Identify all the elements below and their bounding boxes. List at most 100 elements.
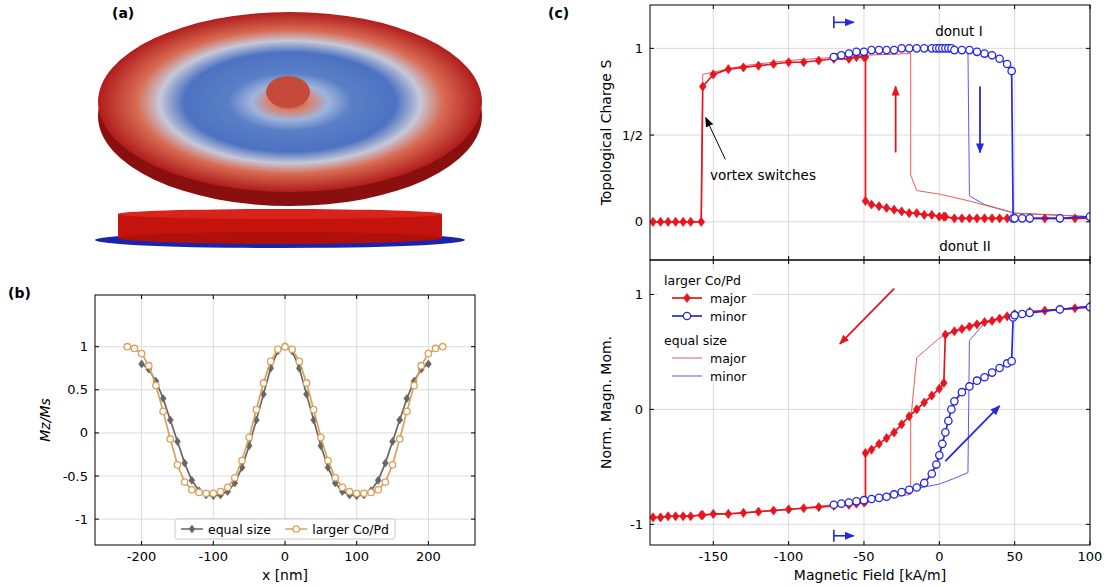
tick	[95, 519, 99, 520]
marker	[167, 416, 173, 424]
tick-label: 200	[416, 549, 441, 564]
legend-line	[672, 376, 702, 377]
marker	[167, 436, 173, 442]
marker	[958, 46, 965, 53]
tick	[650, 294, 654, 295]
marker	[951, 327, 958, 336]
disk-top	[118, 209, 442, 219]
marker	[189, 476, 195, 484]
marker	[382, 479, 388, 485]
plot-data	[124, 343, 446, 500]
marker	[275, 346, 281, 352]
tick-label: 0	[935, 549, 943, 564]
marker	[800, 58, 807, 67]
tick-label: -200	[127, 549, 157, 564]
marker	[296, 358, 302, 364]
tick	[356, 295, 357, 299]
page: {"illustration":{"label":"(a)"}, "chart_…	[0, 0, 1111, 587]
tick	[863, 260, 864, 264]
marker	[860, 497, 867, 504]
marker	[940, 378, 947, 387]
marker	[740, 508, 747, 517]
marker	[973, 48, 980, 55]
marker	[332, 475, 338, 481]
marker	[966, 46, 973, 53]
marker	[404, 408, 410, 414]
marker	[905, 486, 912, 493]
marker	[153, 382, 159, 388]
axis-title: Topological Charge S	[598, 60, 614, 207]
marker	[1011, 214, 1018, 223]
marker	[217, 488, 223, 494]
tick	[650, 524, 654, 525]
ring-top	[98, 12, 482, 192]
tick-label: 1	[80, 339, 88, 354]
center-core	[266, 76, 310, 108]
legend-label: minor	[710, 309, 747, 324]
tick	[356, 541, 357, 545]
disk-base	[95, 232, 465, 248]
tick	[1014, 260, 1015, 264]
marker	[389, 462, 395, 468]
marker	[913, 45, 920, 52]
marker	[853, 498, 860, 505]
marker	[303, 380, 309, 386]
marker	[933, 461, 940, 468]
axis-title: x [nm]	[262, 567, 308, 583]
tick	[863, 5, 864, 9]
tick	[95, 476, 99, 477]
marker	[939, 440, 946, 447]
tick-label: 1/2	[622, 128, 643, 143]
tick-label: 1	[635, 41, 643, 56]
marker	[267, 358, 273, 364]
marker	[1086, 303, 1090, 310]
direction-arrow	[979, 87, 981, 153]
series-line	[834, 48, 1090, 218]
tick-label: -100	[774, 549, 804, 564]
marker	[131, 345, 137, 351]
axis-title: Mz/Ms	[37, 398, 53, 442]
marker	[1056, 215, 1063, 222]
marker	[650, 217, 656, 226]
marker	[210, 490, 216, 496]
tick	[213, 295, 214, 299]
series-line	[834, 306, 1090, 505]
plot-frame	[650, 5, 1090, 260]
tick-label: 0	[281, 549, 289, 564]
grid-line	[285, 295, 286, 545]
marker	[665, 217, 672, 226]
marker	[289, 346, 295, 352]
marker	[665, 512, 672, 521]
marker	[875, 494, 882, 501]
grid-line	[95, 389, 475, 390]
marker	[898, 207, 905, 216]
grid	[650, 5, 1090, 260]
legend-item: equal size	[181, 522, 271, 537]
tick	[1086, 409, 1090, 410]
marker	[891, 205, 898, 214]
marker	[346, 488, 352, 494]
grid-line	[428, 295, 429, 545]
marker	[951, 46, 958, 53]
marker	[891, 428, 898, 437]
marker	[260, 380, 266, 386]
plot-frame	[95, 295, 475, 545]
marker	[246, 434, 252, 440]
grid-line	[213, 295, 214, 545]
plot-data	[650, 301, 1090, 522]
legend-item: larger Co/Pd	[285, 522, 389, 537]
plot-frame	[650, 260, 1090, 545]
tick	[213, 541, 214, 545]
marker	[1008, 67, 1015, 74]
marker	[368, 487, 374, 495]
marker	[146, 362, 152, 368]
legend: larger Co/Pdmajorminorequal sizemajormin…	[658, 270, 753, 384]
marker	[875, 46, 882, 53]
marker	[710, 509, 717, 518]
marker	[883, 203, 890, 212]
tick	[471, 519, 475, 520]
marker	[224, 484, 230, 490]
marker	[680, 512, 687, 521]
marker	[397, 416, 403, 424]
marker	[830, 53, 837, 60]
